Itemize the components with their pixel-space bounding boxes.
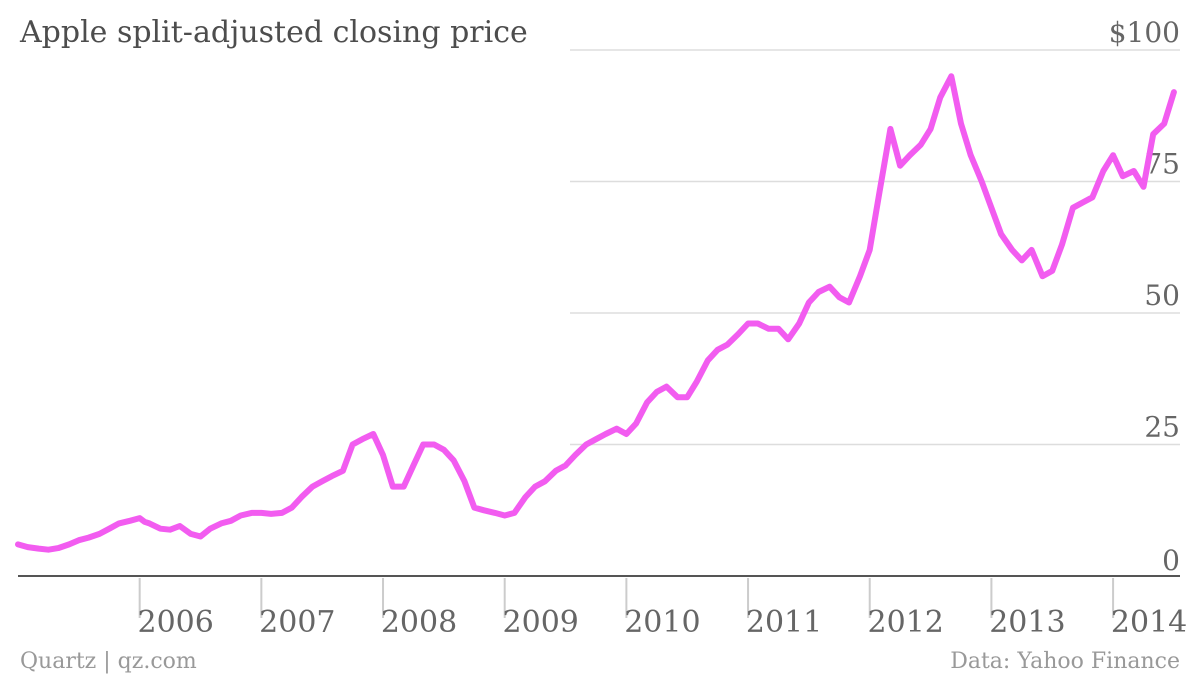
x-tick-label: 2013 xyxy=(989,605,1065,640)
x-tick-label: 2006 xyxy=(137,605,213,640)
x-tick-label: 2012 xyxy=(868,605,944,640)
gridlines xyxy=(18,49,1180,577)
credit-text: Quartz | qz.com xyxy=(20,649,197,674)
x-tick-label: 2007 xyxy=(259,605,335,640)
price-series-line xyxy=(15,73,1177,553)
chart-title: Apple split-adjusted closing price xyxy=(19,15,528,50)
source-text: Data: Yahoo Finance xyxy=(950,649,1180,674)
x-tick-label: 2009 xyxy=(503,605,579,640)
y-tick-label: 0 xyxy=(1162,544,1180,577)
series-layer xyxy=(15,73,1177,553)
y-tick-label: 50 xyxy=(1144,279,1180,312)
x-tick-label: 2014 xyxy=(1111,605,1187,640)
x-tick-label: 2010 xyxy=(624,605,700,640)
x-tick-label: 2008 xyxy=(381,605,457,640)
y-tick-label: $100 xyxy=(1109,16,1180,49)
y-tick-label: 25 xyxy=(1144,411,1180,444)
x-tick-label: 2011 xyxy=(746,605,822,640)
x-axis: 2006 2007 2008 2009 2010 2011 2012 2013 2014 xyxy=(137,578,1187,640)
